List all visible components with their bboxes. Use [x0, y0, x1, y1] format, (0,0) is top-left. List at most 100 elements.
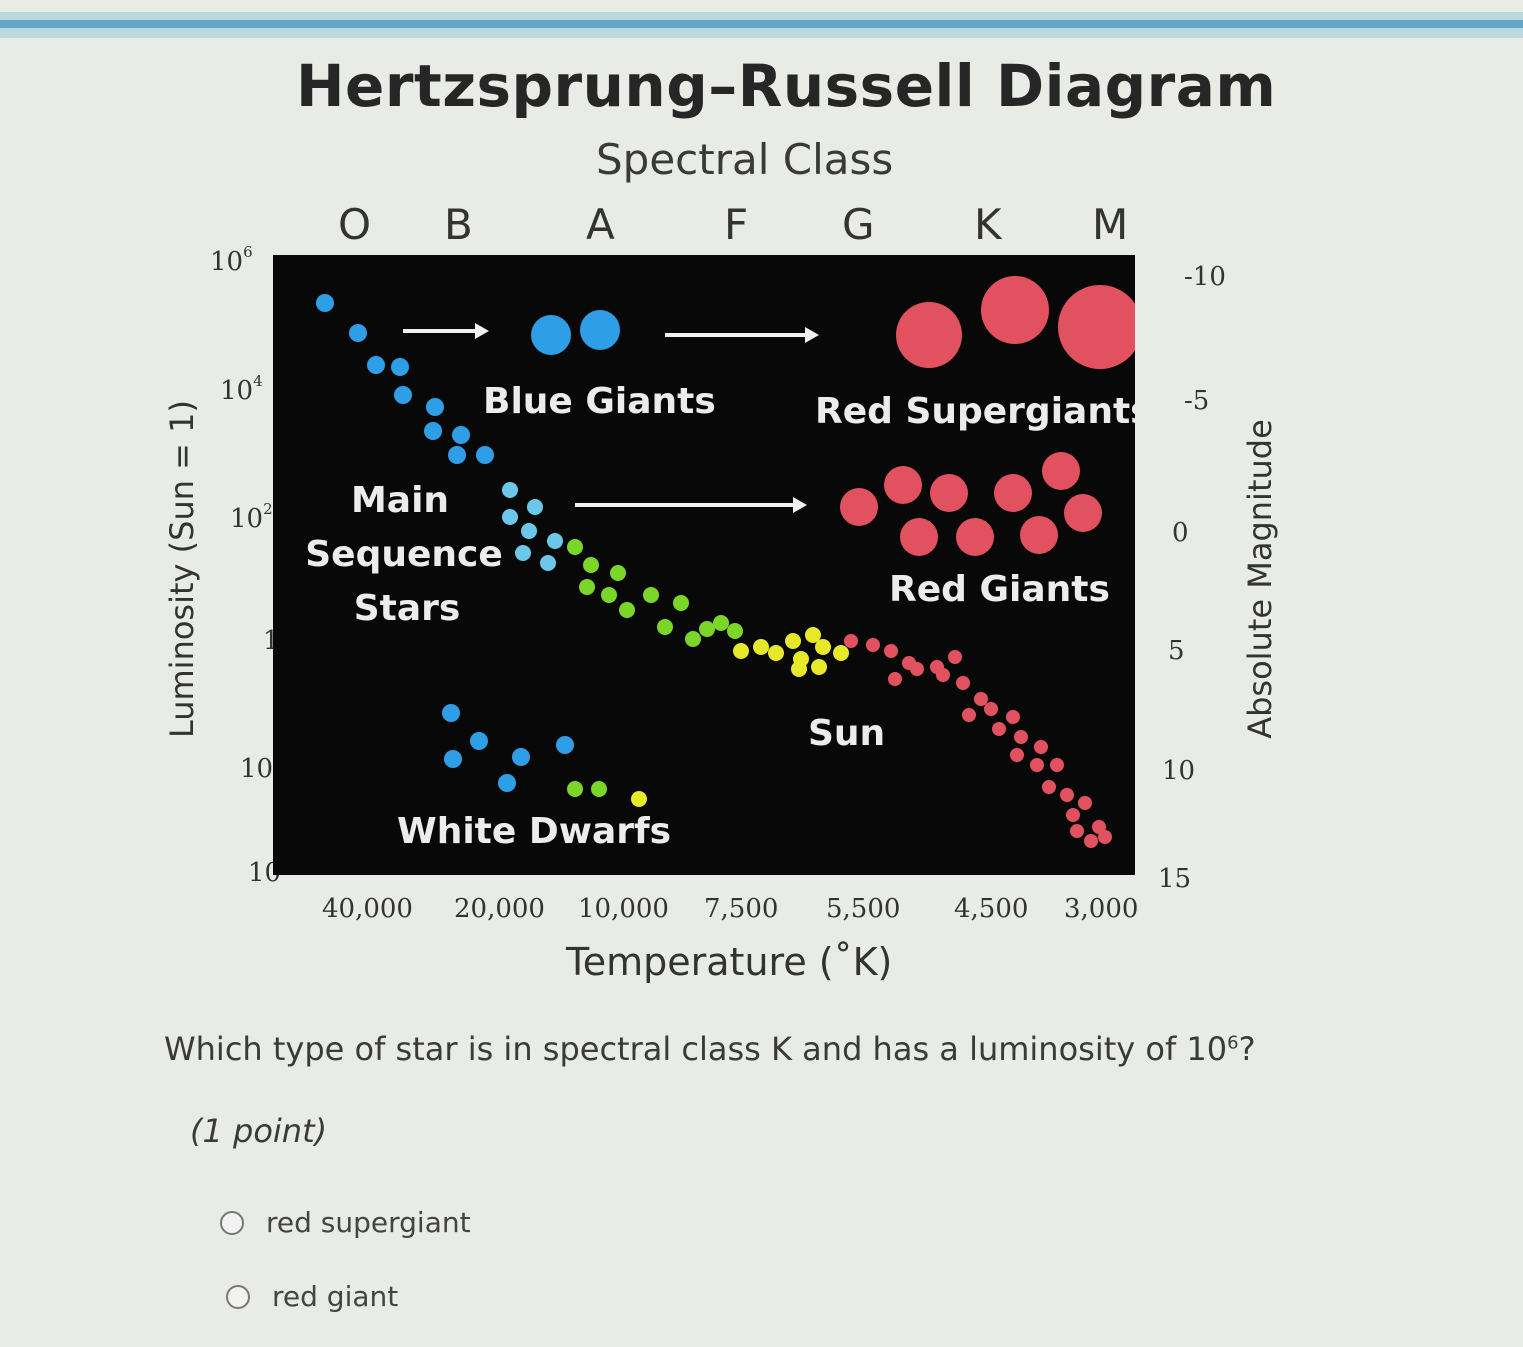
main-sequence-star: [502, 509, 518, 525]
spectral-class-title: Spectral Class: [596, 135, 894, 184]
red-giant-star: [1064, 494, 1102, 532]
main-sequence-label-line2: Sequence: [305, 534, 503, 575]
main-sequence-star: [910, 662, 924, 676]
main-sequence-star: [791, 661, 807, 677]
luminosity-axis-label: Luminosity (Sun = 1): [163, 399, 201, 739]
red-giant-star: [956, 518, 994, 556]
top-banner-line: [0, 20, 1523, 28]
blue-giant-arrow: [403, 323, 489, 339]
red-giant-star: [884, 466, 922, 504]
main-sequence-star: [1070, 824, 1084, 838]
white-dwarf-star: [470, 732, 488, 750]
question-points: (1 point): [190, 1112, 328, 1150]
main-sequence-star: [349, 324, 367, 342]
main-sequence-star: [610, 565, 626, 581]
main-sequence-star: [316, 294, 334, 312]
absolute-magnitude-axis-label: Absolute Magnitude: [1241, 419, 1279, 739]
main-sequence-star: [713, 615, 729, 631]
main-sequence-star: [884, 644, 898, 658]
luminosity-tick-1e6: 106: [210, 243, 253, 277]
main-sequence-star: [936, 668, 950, 682]
red-giant-arrow: [575, 497, 807, 513]
supergiant-arrow: [665, 327, 819, 343]
main-sequence-star: [785, 633, 801, 649]
temperature-tick-20000: 20,000: [454, 894, 545, 924]
spectral-class-k: K: [974, 200, 1002, 249]
main-sequence-star: [394, 386, 412, 404]
main-sequence-star: [844, 634, 858, 648]
magnitude-tick-minus10: -10: [1184, 262, 1226, 292]
magnitude-tick-0: 0: [1172, 518, 1189, 548]
main-sequence-star: [502, 482, 518, 498]
main-sequence-star: [866, 638, 880, 652]
hr-diagram-plot: Blue Giants Red Supergiants Main Sequence St…: [273, 255, 1135, 875]
red-giants-label: Red Giants: [889, 569, 1110, 610]
white-dwarfs-label: White Dwarfs: [397, 811, 671, 852]
main-sequence-star: [567, 539, 583, 555]
main-sequence-star: [685, 631, 701, 647]
main-sequence-star: [452, 426, 470, 444]
option-red-giant[interactable]: red giant: [226, 1280, 398, 1313]
spectral-class-b: B: [444, 200, 473, 249]
main-sequence-star: [424, 422, 442, 440]
luminosity-tick-1e4: 104: [220, 372, 263, 406]
main-sequence-star: [753, 639, 769, 655]
main-sequence-star: [699, 621, 715, 637]
main-sequence-star: [643, 587, 659, 603]
magnitude-tick-minus5: -5: [1184, 386, 1210, 416]
temperature-tick-4500: 4,500: [954, 894, 1029, 924]
red-supergiant-star: [981, 276, 1049, 344]
main-sequence-star: [1060, 788, 1074, 802]
main-sequence-star: [1042, 780, 1056, 794]
main-sequence-star: [1078, 796, 1092, 810]
main-sequence-star: [583, 557, 599, 573]
main-sequence-star: [1034, 740, 1048, 754]
main-sequence-star: [1006, 710, 1020, 724]
main-sequence-star: [521, 523, 537, 539]
white-dwarf-star: [498, 774, 516, 792]
main-sequence-star: [426, 398, 444, 416]
temperature-axis-label: Temperature (˚K): [566, 940, 893, 984]
radio-button[interactable]: [226, 1284, 250, 1309]
main-sequence-star: [547, 533, 563, 549]
main-sequence-star: [515, 545, 531, 561]
blue-giants-label: Blue Giants: [483, 381, 716, 422]
option-label: red giant: [272, 1280, 399, 1313]
temperature-tick-10000: 10,000: [578, 894, 669, 924]
main-sequence-star: [1010, 748, 1024, 762]
question-text: Which type of star is in spectral class …: [164, 1030, 1256, 1068]
red-giant-star: [840, 488, 878, 526]
red-giant-star: [1020, 516, 1058, 554]
blue-giant-star: [580, 310, 620, 350]
magnitude-tick-5: 5: [1168, 636, 1185, 666]
temperature-tick-7500: 7,500: [704, 894, 779, 924]
main-sequence-star: [984, 702, 998, 716]
temperature-tick-5500: 5,500: [826, 894, 901, 924]
radio-button[interactable]: [220, 1210, 244, 1235]
main-sequence-star: [1050, 758, 1064, 772]
main-sequence-star: [619, 602, 635, 618]
main-sequence-star: [948, 650, 962, 664]
main-sequence-star: [888, 672, 902, 686]
spectral-class-o: O: [338, 200, 372, 249]
main-sequence-star: [805, 627, 821, 643]
main-sequence-star: [601, 587, 617, 603]
option-red-supergiant[interactable]: red supergiant: [220, 1206, 471, 1239]
main-sequence-star: [1084, 834, 1098, 848]
main-sequence-star: [1066, 808, 1080, 822]
main-sequence-star: [1014, 730, 1028, 744]
main-sequence-star: [367, 356, 385, 374]
main-sequence-star: [768, 645, 784, 661]
red-supergiants-label: Red Supergiants: [815, 391, 1135, 432]
option-label: red supergiant: [266, 1206, 471, 1239]
main-sequence-star: [833, 645, 849, 661]
main-sequence-star: [391, 358, 409, 376]
white-dwarf-star: [567, 781, 583, 797]
main-sequence-star: [811, 659, 827, 675]
white-dwarf-star: [442, 704, 460, 722]
white-dwarf-star: [591, 781, 607, 797]
white-dwarf-star: [556, 736, 574, 754]
sun-label: Sun: [808, 713, 885, 754]
spectral-class-f: F: [724, 200, 749, 249]
white-dwarf-star: [444, 750, 462, 768]
